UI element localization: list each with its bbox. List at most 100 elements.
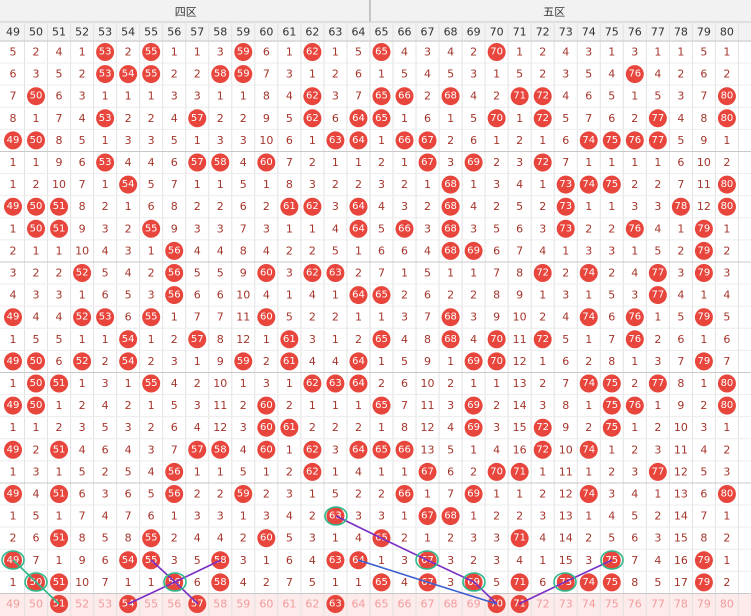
miss-count: 11: [697, 178, 711, 191]
miss-count: 1: [309, 222, 316, 235]
miss-count: 12: [421, 421, 435, 434]
miss-count: 3: [217, 46, 224, 59]
miss-count: 1: [401, 156, 408, 169]
hit-ball: [395, 131, 414, 150]
miss-count: 10: [213, 377, 227, 390]
hit-number: 62: [306, 466, 319, 477]
hit-number: 65: [375, 91, 388, 102]
miss-count: 1: [654, 156, 661, 169]
miss-count: 2: [102, 355, 109, 368]
column-number: 53: [98, 26, 112, 39]
hit-ball: [602, 418, 621, 437]
miss-count: 1: [263, 554, 270, 567]
hit-number: 62: [306, 113, 319, 124]
miss-count: 1: [10, 156, 17, 169]
hit-ball: [96, 43, 115, 61]
miss-count: 3: [654, 200, 661, 213]
miss-count: 2: [493, 399, 500, 412]
miss-count: 5: [631, 510, 638, 523]
miss-count: 1: [631, 355, 638, 368]
column-number: 80: [720, 26, 734, 39]
hit-ball: [119, 330, 138, 349]
miss-count: 1: [217, 90, 224, 103]
miss-count: 4: [33, 311, 40, 324]
miss-count: 7: [102, 576, 109, 589]
miss-count: 6: [562, 134, 569, 147]
miss-count: 1: [10, 421, 17, 434]
miss-count: 3: [125, 244, 132, 257]
miss-count: 1: [171, 46, 178, 59]
miss-count: 2: [493, 200, 500, 213]
hit-number: 72: [536, 444, 549, 455]
hit-ball: [464, 418, 483, 437]
miss-count: 7: [677, 178, 684, 191]
miss-count: 3: [171, 90, 178, 103]
summary-number: 60: [259, 598, 273, 611]
miss-count: 2: [309, 156, 316, 169]
hit-number: 62: [306, 47, 319, 58]
trend-circle: [553, 572, 577, 592]
hit-number: 65: [375, 444, 388, 455]
summary-number: 59: [236, 598, 250, 611]
miss-count: 2: [171, 532, 178, 545]
miss-count: 3: [240, 554, 247, 567]
miss-count: 5: [447, 68, 454, 81]
column-number: 56: [167, 26, 181, 39]
column-number: 54: [121, 26, 135, 39]
hit-number: 67: [421, 466, 434, 477]
miss-count: 2: [240, 112, 247, 125]
miss-count: 2: [470, 46, 477, 59]
miss-count: 5: [493, 576, 500, 589]
miss-count: 4: [148, 465, 155, 478]
hit-number: 80: [721, 489, 734, 500]
hit-ball: [73, 308, 92, 327]
hit-ball: [50, 197, 69, 216]
hit-ball: [579, 485, 598, 503]
miss-count: 9: [240, 267, 247, 280]
hit-number: 55: [145, 69, 158, 80]
miss-count: 6: [171, 156, 178, 169]
miss-count: 1: [631, 421, 638, 434]
miss-count: 16: [513, 443, 527, 456]
miss-count: 7: [286, 156, 293, 169]
miss-count: 1: [10, 222, 17, 235]
hit-ball: [579, 308, 598, 327]
miss-count: 10: [52, 178, 66, 191]
miss-count: 10: [259, 134, 273, 147]
miss-count: 6: [447, 465, 454, 478]
hit-ball: [234, 352, 253, 371]
miss-count: 7: [263, 68, 270, 81]
trend-line: [127, 559, 222, 605]
hit-ball: [165, 485, 184, 503]
miss-count: 3: [217, 510, 224, 523]
hit-ball: [326, 507, 345, 526]
hit-ball: [349, 109, 368, 128]
summary-number: 69: [467, 598, 481, 611]
hit-number: 56: [168, 466, 181, 477]
miss-count: 4: [493, 443, 500, 456]
miss-count: 4: [539, 244, 546, 257]
miss-count: 2: [539, 46, 546, 59]
hit-number: 50: [30, 91, 43, 102]
hit-ball: [510, 529, 529, 548]
hit-ball: [188, 440, 207, 459]
miss-count: 3: [401, 200, 408, 213]
summary-number: 75: [605, 598, 619, 611]
hit-number: 59: [237, 47, 250, 58]
hit-ball: [395, 440, 414, 459]
miss-count: 1: [723, 510, 730, 523]
summary-number: 56: [167, 598, 181, 611]
miss-count: 1: [217, 465, 224, 478]
miss-count: 5: [240, 465, 247, 478]
miss-count: 3: [585, 46, 592, 59]
miss-count: 3: [217, 134, 224, 147]
miss-count: 2: [309, 244, 316, 257]
hit-number: 66: [398, 223, 411, 234]
column-number: 55: [144, 26, 158, 39]
hit-ball: [625, 396, 644, 415]
miss-count: 2: [723, 68, 730, 81]
hit-ball: [326, 131, 345, 150]
miss-count: 4: [562, 90, 569, 103]
miss-count: 1: [10, 465, 17, 478]
miss-count: 2: [539, 200, 546, 213]
